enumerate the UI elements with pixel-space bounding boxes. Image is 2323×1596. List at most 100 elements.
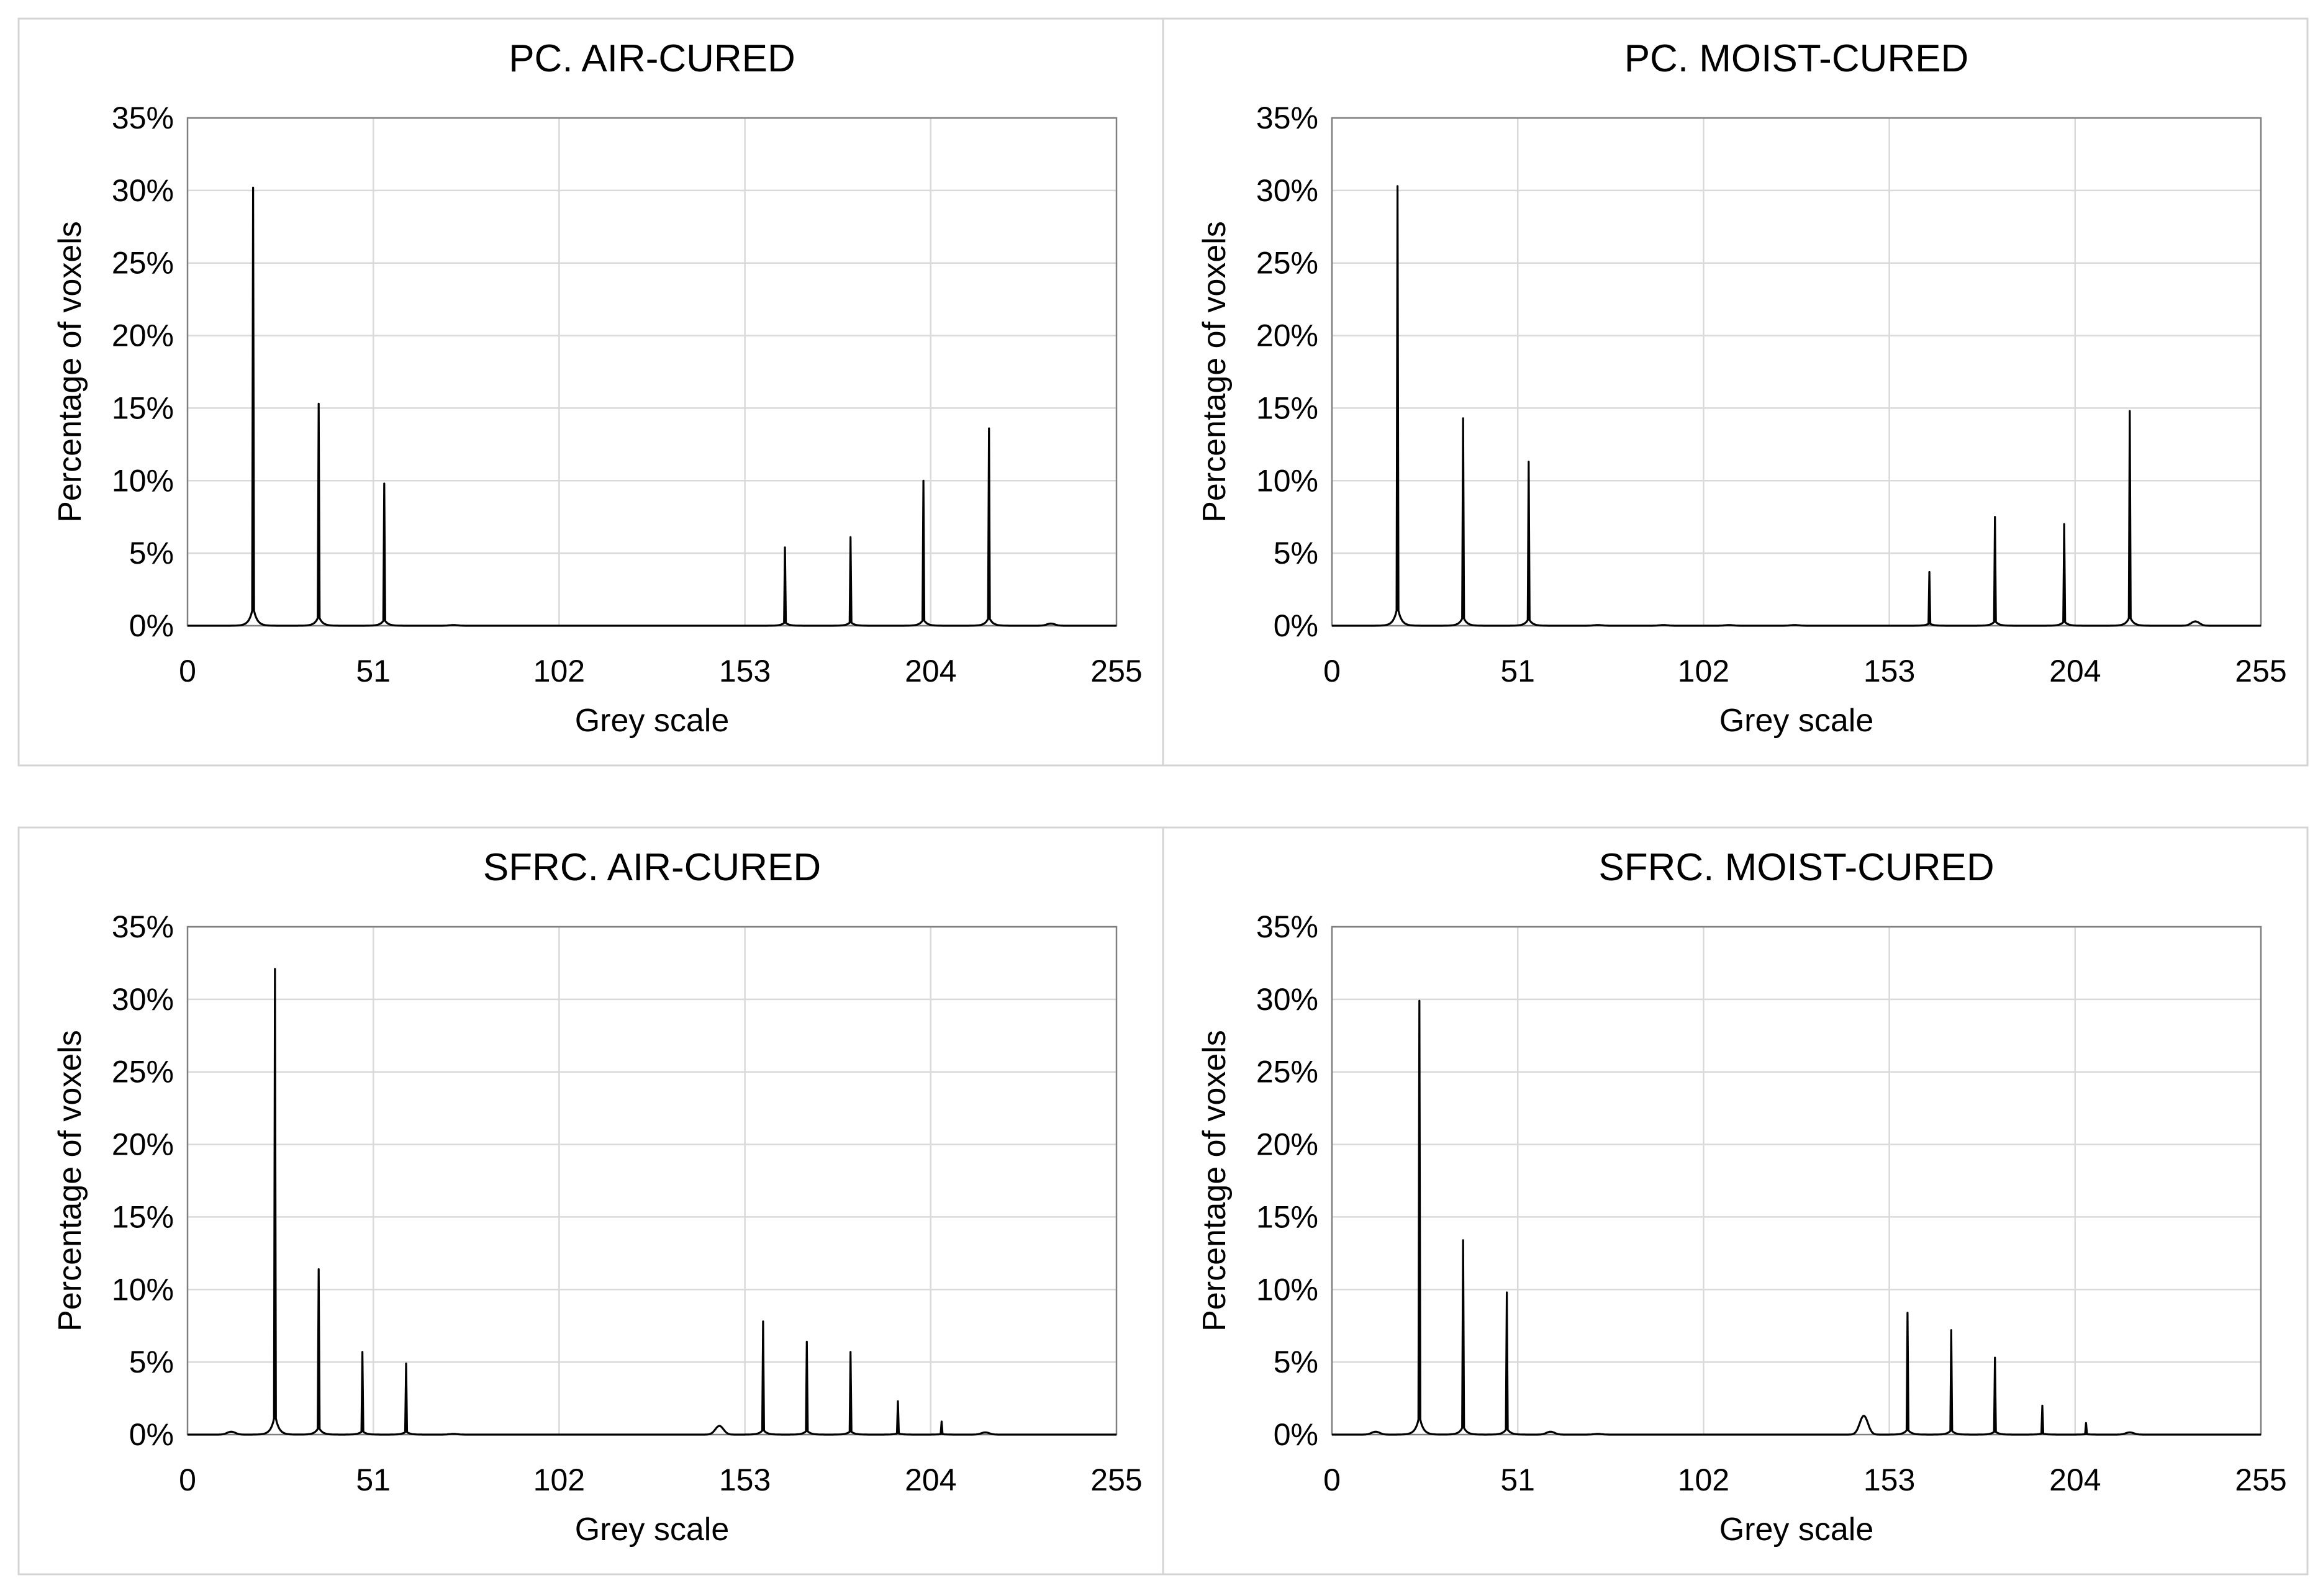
- y-tick-label: 0%: [1274, 608, 1318, 643]
- chart-panel-3: SFRC. AIR-CURED 0% 5% 10% 15% 20% 25% 30% 35% 0 51…: [17, 826, 1164, 1576]
- series-line: [1331, 185, 2262, 627]
- x-axis-label: Grey scale: [575, 1512, 730, 1548]
- chart-title: PC. AIR-CURED: [509, 37, 795, 80]
- y-tick-label: 30%: [112, 173, 174, 208]
- x-tick-label: 204: [2049, 1463, 2101, 1497]
- y-tick-label: 30%: [112, 982, 174, 1017]
- peak-point: [1462, 1239, 1464, 1242]
- panel-frame: [1162, 17, 2309, 767]
- y-tick-label: 15%: [112, 1199, 174, 1234]
- y-tick-label: 5%: [1274, 1345, 1318, 1379]
- peak-point: [405, 1362, 407, 1364]
- chart-title: SFRC. AIR-CURED: [483, 846, 821, 889]
- x-tick-label: 255: [1090, 654, 1142, 688]
- x-tick-label: 0: [1323, 654, 1341, 688]
- x-tick-label: 51: [1500, 654, 1535, 688]
- y-tick-label: 10%: [1256, 463, 1318, 498]
- peak-point: [1994, 516, 1996, 518]
- peak-point: [988, 427, 990, 430]
- peak-point: [1994, 1356, 1996, 1359]
- y-tick-label: 25%: [112, 246, 174, 281]
- x-tick-label: 51: [1500, 1463, 1535, 1497]
- peak-point: [762, 1320, 764, 1323]
- x-tick-label: 0: [1323, 1463, 1341, 1497]
- series-line: [187, 186, 1117, 627]
- y-tick-label: 20%: [112, 318, 174, 353]
- series-line: [187, 968, 1117, 1436]
- peak-point: [274, 968, 276, 970]
- y-tick-label: 25%: [1256, 246, 1318, 281]
- peak-point: [940, 1420, 943, 1423]
- x-tick-label: 153: [719, 654, 771, 688]
- x-tick-label: 204: [905, 654, 956, 688]
- peak-point: [2063, 523, 2065, 525]
- x-axis-label: Grey scale: [1719, 703, 1874, 739]
- x-tick-label: 204: [2049, 654, 2101, 688]
- chart-title: SFRC. MOIST-CURED: [1598, 846, 1994, 889]
- chart-panel-2: PC. MOIST-CURED 0% 5% 10% 15% 20% 25% 30% 35% 0 51…: [1162, 17, 2309, 767]
- x-tick-label: 0: [179, 654, 196, 688]
- x-tick-label: 204: [905, 1463, 956, 1497]
- x-tick-label: 102: [533, 654, 585, 688]
- y-tick-label: 15%: [1256, 1199, 1318, 1234]
- series-line: [1331, 999, 2262, 1436]
- x-axis-label: Grey scale: [1719, 1512, 1874, 1548]
- x-tick-label: 153: [1863, 654, 1915, 688]
- peak-point: [1950, 1329, 1952, 1332]
- y-tick-label: 5%: [129, 1345, 174, 1379]
- peak-point: [849, 536, 852, 538]
- x-tick-label: 51: [356, 654, 391, 688]
- y-tick-label: 25%: [1256, 1055, 1318, 1089]
- x-tick-label: 102: [1678, 1463, 1729, 1497]
- panel-frame: [17, 17, 1164, 767]
- x-tick-label: 51: [356, 1463, 391, 1497]
- x-tick-label: 255: [2235, 1463, 2286, 1497]
- y-tick-label: 35%: [1256, 909, 1318, 944]
- x-axis-label: Grey scale: [575, 703, 730, 739]
- y-tick-label: 30%: [1256, 173, 1318, 208]
- peak-point: [2041, 1404, 2044, 1407]
- x-tick-label: 255: [2235, 654, 2286, 688]
- peak-point: [805, 1340, 808, 1343]
- y-tick-label: 5%: [129, 536, 174, 570]
- y-tick-label: 5%: [1274, 536, 1318, 570]
- peak-point: [361, 1351, 364, 1353]
- chart-panels: PC. AIR-CURED 0% 5% 10% 15% 20% 25% 30% 35% 0 51 10…: [17, 17, 2309, 1576]
- y-tick-label: 0%: [1274, 1417, 1318, 1452]
- y-axis-label: Percentage of voxels: [1197, 221, 1233, 523]
- peak-point: [317, 1268, 320, 1271]
- x-tick-label: 102: [533, 1463, 585, 1497]
- y-axis-label: Percentage of voxels: [52, 1030, 88, 1332]
- y-axis-label: Percentage of voxels: [52, 221, 88, 523]
- peak-point: [1418, 999, 1421, 1002]
- peak-point: [1906, 1312, 1909, 1314]
- peak-point: [1462, 417, 1464, 420]
- peak-point: [849, 1351, 852, 1353]
- y-tick-label: 15%: [112, 390, 174, 425]
- y-tick-label: 0%: [129, 1417, 174, 1452]
- y-tick-label: 10%: [1256, 1272, 1318, 1307]
- y-tick-label: 0%: [129, 608, 174, 643]
- y-tick-label: 35%: [1256, 101, 1318, 135]
- y-tick-label: 20%: [1256, 318, 1318, 353]
- y-tick-label: 25%: [112, 1055, 174, 1089]
- y-tick-label: 10%: [112, 463, 174, 498]
- y-tick-label: 10%: [112, 1272, 174, 1307]
- peak-point: [317, 402, 320, 405]
- x-tick-label: 153: [719, 1463, 771, 1497]
- peak-point: [2085, 1422, 2087, 1424]
- chart-title: PC. MOIST-CURED: [1624, 37, 1969, 80]
- peak-point: [897, 1400, 899, 1402]
- y-tick-label: 35%: [112, 101, 174, 135]
- peak-point: [1397, 185, 1399, 187]
- y-tick-label: 35%: [112, 909, 174, 944]
- y-tick-label: 20%: [1256, 1127, 1318, 1162]
- peak-point: [383, 482, 386, 485]
- chart-panel-1: PC. AIR-CURED 0% 5% 10% 15% 20% 25% 30% 35% 0 51 10…: [17, 17, 1164, 767]
- x-tick-label: 0: [179, 1463, 196, 1497]
- x-tick-label: 255: [1090, 1463, 1142, 1497]
- peak-point: [784, 546, 786, 549]
- peak-point: [1928, 571, 1931, 574]
- y-tick-label: 20%: [112, 1127, 174, 1162]
